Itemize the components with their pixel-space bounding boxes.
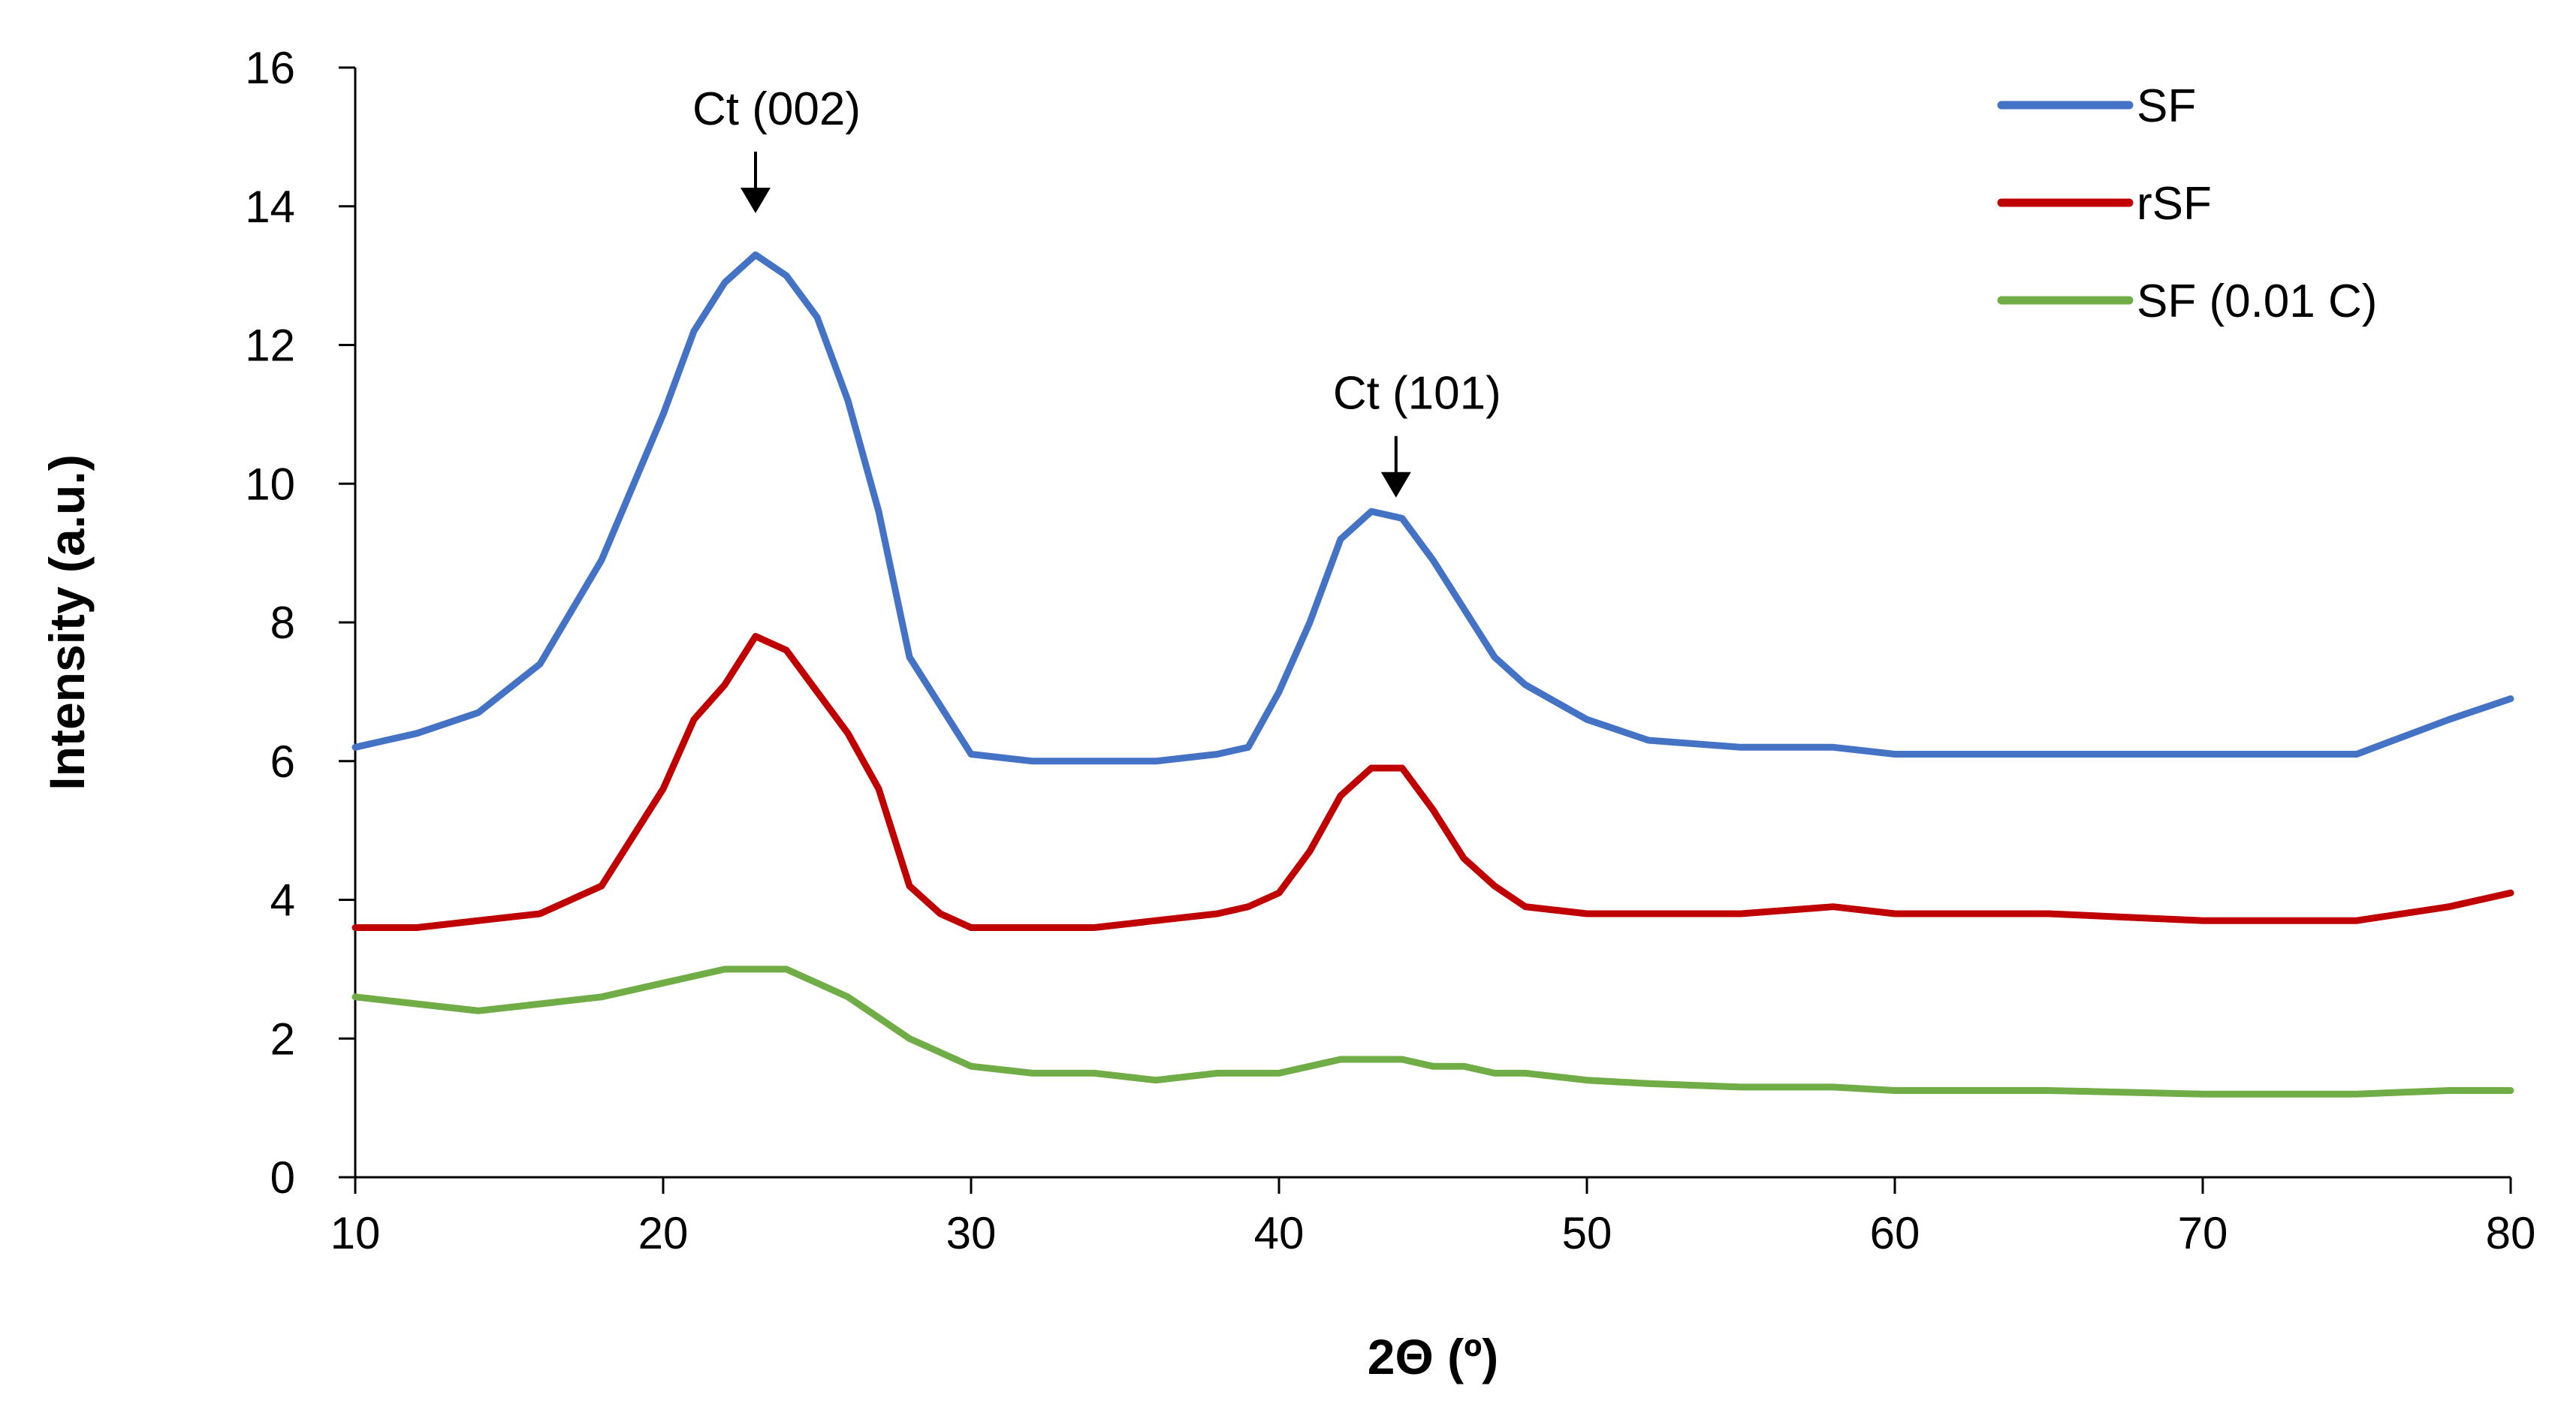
y-axis-title: Intensity (a.u.) [39, 454, 95, 790]
y-axis-ticks: 0 2 4 6 8 10 12 14 16 [245, 43, 355, 1203]
x-axis-title: 2Θ (º) [1368, 1329, 1498, 1384]
annotation-arrow-head [1380, 471, 1411, 498]
y-tick-label: 4 [270, 875, 295, 926]
annotation-arrow-head [741, 187, 771, 213]
x-tick-label: 40 [1254, 1208, 1305, 1258]
y-tick-label: 2 [270, 1014, 295, 1064]
y-tick-label: 10 [245, 459, 295, 509]
x-tick-label: 60 [1870, 1208, 1920, 1258]
x-tick-label: 50 [1562, 1208, 1612, 1258]
y-tick-label: 12 [245, 321, 295, 371]
x-tick-label: 20 [638, 1208, 689, 1258]
series-line-sf [351, 251, 2514, 765]
x-tick-label: 10 [330, 1208, 381, 1258]
annotations: Ct (002) Ct (101) [692, 83, 1501, 498]
annotation-label: Ct (002) [692, 83, 861, 135]
x-axis-ticks: 10 20 30 40 50 60 70 80 [330, 1177, 2536, 1258]
y-tick-label: 6 [270, 737, 295, 787]
x-tick-label: 70 [2178, 1208, 2228, 1258]
legend-label: rSF [2137, 178, 2212, 230]
y-tick-label: 14 [245, 182, 295, 232]
x-tick-label: 80 [2486, 1208, 2536, 1258]
series-layer [351, 251, 2514, 1098]
axes [354, 68, 2511, 1179]
x-tick-label: 30 [946, 1208, 997, 1258]
legend-label: SF [2137, 80, 2196, 132]
y-tick-label: 0 [270, 1152, 295, 1203]
y-tick-label: 16 [245, 43, 295, 93]
series-line-sf-0-01-c [351, 966, 2514, 1098]
series-line-rsf [351, 633, 2514, 931]
legend-label: SF (0.01 C) [2137, 276, 2377, 327]
legend: SF rSF SF (0.01 C) [1997, 80, 2377, 327]
y-tick-label: 8 [270, 598, 295, 648]
annotation-label: Ct (101) [1333, 368, 1501, 420]
